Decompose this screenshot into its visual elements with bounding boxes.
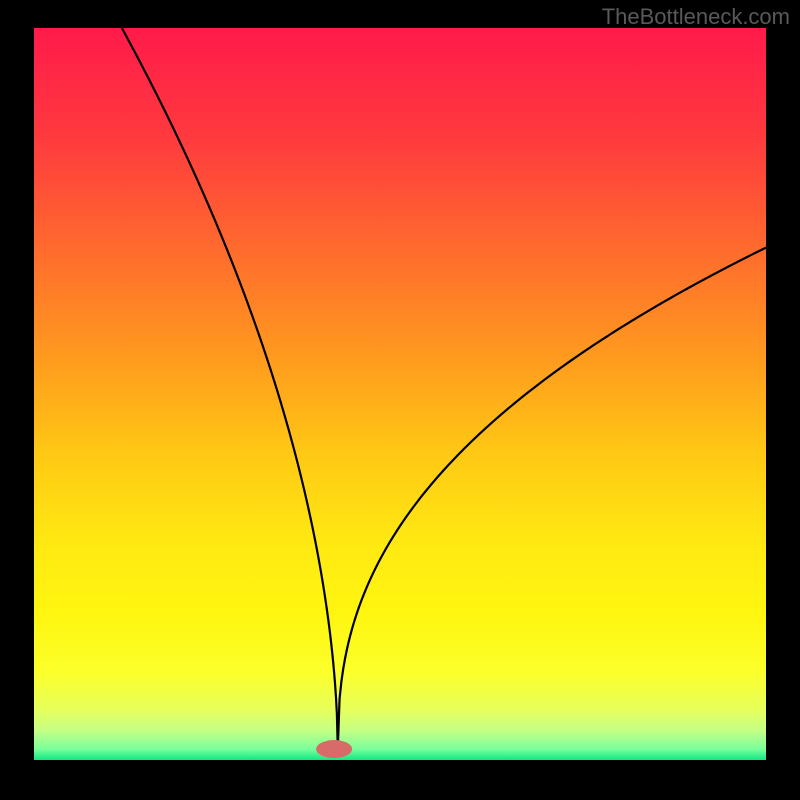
bottleneck-curve-plot bbox=[0, 0, 800, 800]
optimal-point-marker bbox=[316, 740, 352, 758]
chart-container: TheBottleneck.com bbox=[0, 0, 800, 800]
plot-background bbox=[34, 28, 766, 760]
watermark-text: TheBottleneck.com bbox=[602, 4, 790, 30]
